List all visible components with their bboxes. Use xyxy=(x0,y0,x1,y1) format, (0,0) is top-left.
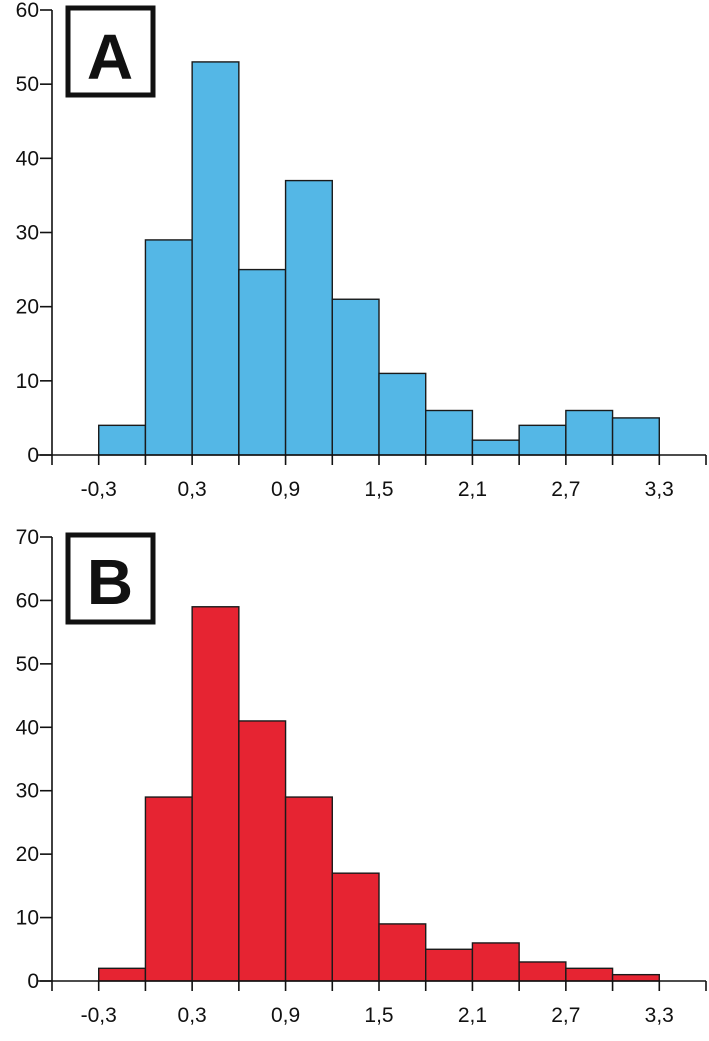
y-tick-label: 10 xyxy=(16,370,39,393)
y-tick-label: 20 xyxy=(16,843,39,866)
x-tick-label: 2,7 xyxy=(551,478,580,501)
x-tick-label: -0,3 xyxy=(81,478,117,501)
y-tick-label: 20 xyxy=(16,296,39,319)
x-tick-label: -0,3 xyxy=(81,1004,117,1027)
y-tick-label: 60 xyxy=(16,0,39,22)
panel-label-box xyxy=(65,532,156,625)
y-tick-label: 40 xyxy=(16,716,39,739)
histogram-bar xyxy=(284,179,333,456)
y-tick-label: 50 xyxy=(16,653,39,676)
y-tick-label: 50 xyxy=(16,73,39,96)
histogram-bar xyxy=(518,424,567,456)
histogram-bar xyxy=(425,409,474,456)
histogram-bar xyxy=(471,439,520,456)
x-tick-label: 0,9 xyxy=(271,478,300,501)
y-tick-label: 30 xyxy=(16,780,39,803)
histogram-bar xyxy=(565,967,614,982)
x-tick-label: 2,7 xyxy=(551,1004,580,1027)
x-tick-label: 2,1 xyxy=(458,478,487,501)
y-tick-label: 60 xyxy=(16,589,39,612)
histogram-bar xyxy=(425,948,474,982)
histogram-bar xyxy=(144,796,193,982)
y-tick-label: 0 xyxy=(27,444,39,467)
histogram-bar xyxy=(284,796,333,982)
x-tick-label: 1,5 xyxy=(364,1004,393,1027)
y-tick-label: 30 xyxy=(16,222,39,245)
histogram-bar xyxy=(331,298,380,456)
histogram-bar xyxy=(518,961,567,982)
y-tick-label: 40 xyxy=(16,147,39,170)
histogram-bar xyxy=(238,720,287,982)
histogram-bar xyxy=(98,967,147,982)
x-tick-label: 0,3 xyxy=(178,1004,207,1027)
histogram-bar xyxy=(98,424,147,456)
histogram-bar xyxy=(144,239,193,456)
y-tick-label: 70 xyxy=(16,526,39,549)
x-tick-label: 0,3 xyxy=(178,478,207,501)
histogram-bar xyxy=(611,973,660,982)
x-tick-label: 3,3 xyxy=(645,478,674,501)
histogram-bar xyxy=(471,942,520,982)
histogram-bar xyxy=(565,409,614,456)
histogram-bar xyxy=(331,872,380,982)
x-tick-label: 3,3 xyxy=(645,1004,674,1027)
y-tick-label: 10 xyxy=(16,907,39,930)
x-tick-label: 2,1 xyxy=(458,1004,487,1027)
histogram-panel-a: 0 10 20 30 40 50 60 -0,3 0,3 0,9 1,5 2,1 2,7 3,3 A xyxy=(16,0,707,501)
histogram-bar xyxy=(191,61,240,456)
panel-label: A xyxy=(87,21,133,93)
panel-label: B xyxy=(87,546,133,618)
x-tick-label: 1,5 xyxy=(364,478,393,501)
histogram-panel-b: 0 10 20 30 40 50 60 70 -0,3 0,3 0,9 1,5 2,1 2,7 3,3 B xyxy=(16,526,707,1027)
histogram-bar xyxy=(611,417,660,456)
histogram-bar xyxy=(378,923,427,982)
panel-label-box xyxy=(65,5,156,98)
histogram-bar xyxy=(378,372,427,456)
x-tick-label: 0,9 xyxy=(271,1004,300,1027)
histogram-bar xyxy=(191,606,240,982)
y-tick-label: 0 xyxy=(27,970,39,993)
histogram-bar xyxy=(238,268,287,456)
